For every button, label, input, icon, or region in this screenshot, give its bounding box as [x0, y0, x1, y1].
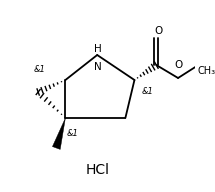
Text: H: H	[94, 44, 102, 54]
Text: CH₃: CH₃	[197, 66, 215, 76]
Text: N: N	[94, 62, 102, 72]
Text: HCl: HCl	[85, 163, 109, 177]
Text: O: O	[154, 26, 162, 36]
Text: O: O	[175, 60, 183, 70]
Text: &1: &1	[141, 88, 153, 97]
Polygon shape	[52, 118, 65, 149]
Text: &1: &1	[67, 129, 79, 138]
Text: &1: &1	[34, 65, 46, 74]
